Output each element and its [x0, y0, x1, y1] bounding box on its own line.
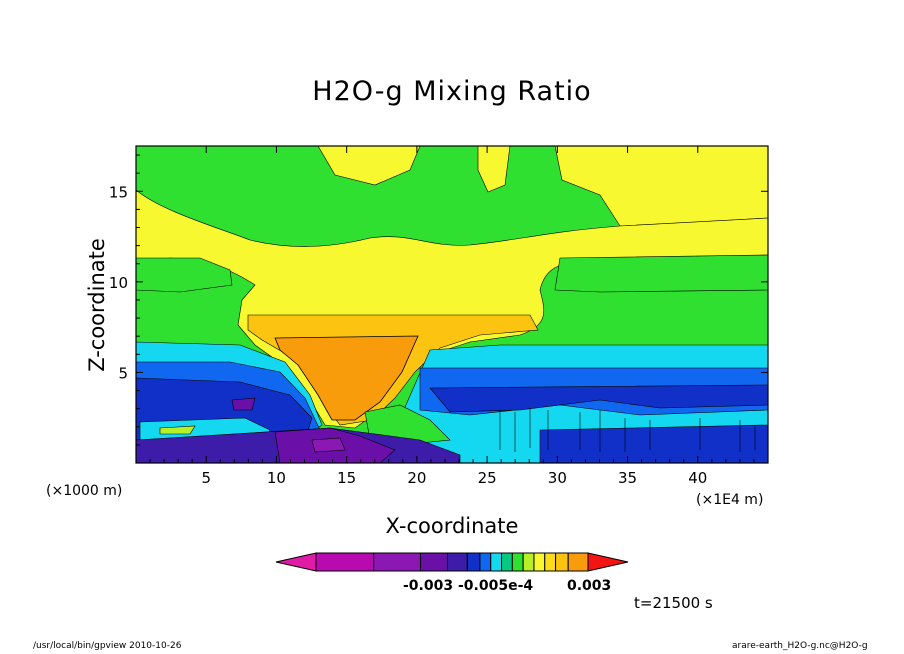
y-axis-label: Z-coordinate: [85, 238, 109, 372]
contour-navy-bottom-right: [539, 424, 768, 463]
y-tick-label: 10: [109, 274, 128, 292]
x-axis-label: X-coordinate: [385, 514, 519, 538]
y-tick-label: 5: [118, 364, 128, 382]
colorbar-label-1: -0.003: [403, 578, 454, 594]
contour-field: [136, 146, 768, 463]
x-unit-left: (×1000 m): [46, 483, 123, 499]
y-tick-label: 15: [109, 183, 128, 201]
footer-left: /usr/local/bin/gpview 2010-10-26: [33, 641, 182, 651]
colorbar-box: [533, 552, 546, 572]
time-label: t=21500 s: [634, 594, 713, 612]
footer-right: arare-earth_H2O-g.nc@H2O-g: [732, 641, 868, 651]
colorbar-box: [544, 552, 557, 572]
x-unit-right: (×1E4 m): [696, 492, 764, 508]
contour-navy-right: [429, 384, 768, 413]
colorbar-box: [555, 552, 569, 572]
colorbar-box: [373, 552, 421, 572]
colorbar-left-arrow: [275, 552, 317, 572]
contour-purple-small: [231, 397, 256, 411]
colorbar-box: [315, 552, 375, 572]
colorbar-box: [490, 552, 503, 572]
contour-yellow-top-blob: [317, 146, 421, 186]
colorbar-box: [419, 552, 448, 572]
colorbar-box: [567, 552, 589, 572]
contour-lime-patch: [159, 425, 196, 435]
x-tick-label: 40: [688, 469, 707, 487]
axis-ticks: [136, 146, 768, 463]
colorbar-box: [446, 552, 468, 572]
x-tick-label: 10: [267, 469, 286, 487]
page-title: H2O-g Mixing Ratio: [312, 76, 592, 107]
colorbar-box: [511, 552, 524, 572]
colorbar: [275, 552, 629, 572]
x-tick-label: 35: [618, 469, 637, 487]
colorbar-box: [479, 552, 492, 572]
colorbar-label-2: -0.005e-4: [458, 578, 534, 594]
colorbar-box: [501, 552, 513, 572]
contour-yellow-top-blob2: [477, 146, 511, 193]
colorbar-box: [522, 552, 535, 572]
contour-green-right-pocket: [554, 254, 768, 293]
colorbar-right-arrow: [587, 552, 629, 572]
contour-green-left-pocket: [136, 257, 233, 293]
contour-violet-patch: [311, 437, 346, 453]
x-tick-label: 5: [201, 469, 211, 487]
contour-orange-core: [274, 335, 419, 421]
x-tick-label: 25: [478, 469, 497, 487]
contour-noise: [499, 408, 756, 452]
colorbar-box: [466, 552, 481, 572]
plot-frame: [135, 145, 769, 464]
x-tick-label: 20: [407, 469, 426, 487]
colorbar-label-3: 0.003: [567, 578, 612, 594]
x-tick-label: 15: [337, 469, 356, 487]
x-tick-label: 30: [548, 469, 567, 487]
